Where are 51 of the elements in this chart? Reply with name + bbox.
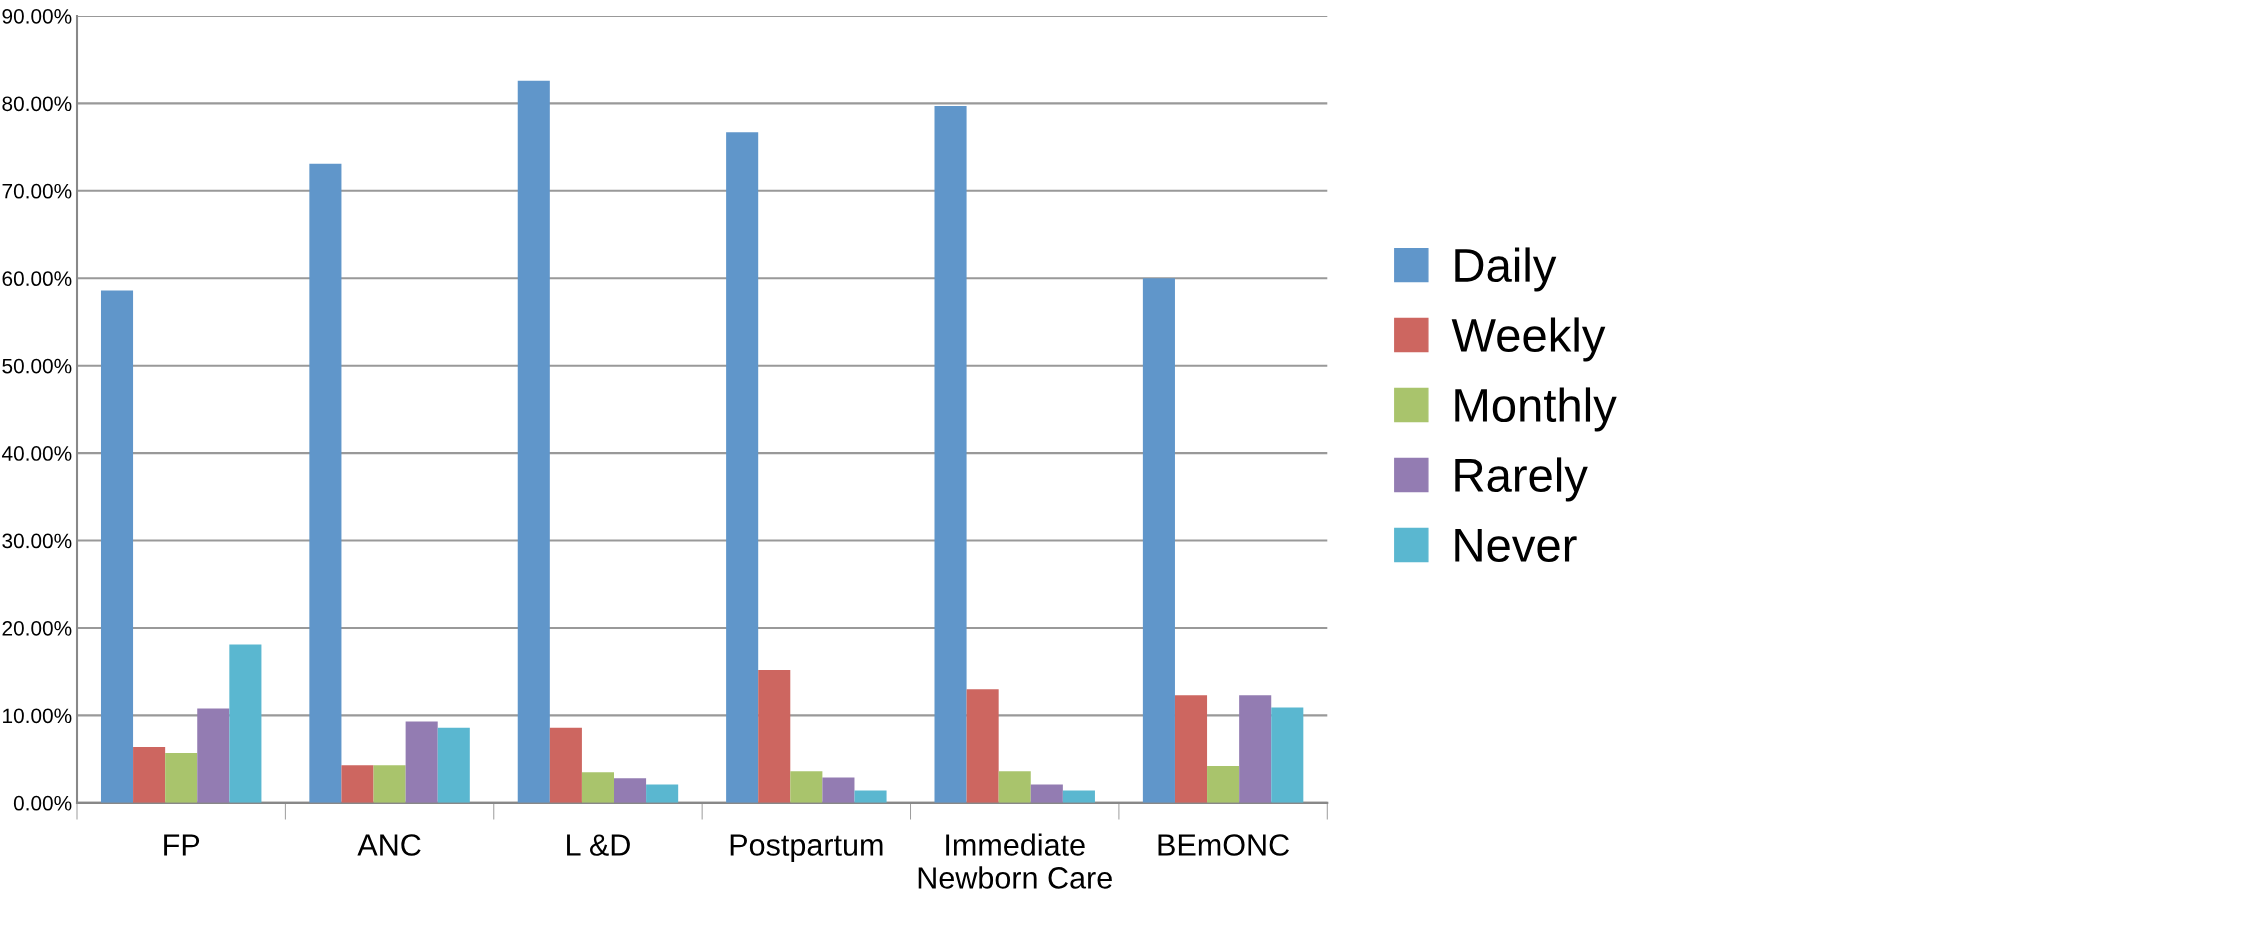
y-tick-label: 0.00% [13,795,72,811]
legend-label: Daily [1455,247,1557,292]
y-tick-label: 60.00% [2,271,72,287]
bar [998,771,1031,803]
y-tick-label: 70.00% [2,183,72,199]
bar [549,727,582,803]
bar [100,290,134,803]
legend-label: Weekly [1451,317,1606,362]
x-tick-label: ANC [357,834,421,856]
legend-label: Monthly [1455,387,1617,432]
y-tick-label: 30.00% [2,533,72,549]
legend-label: Never [1455,529,1577,563]
bar [197,708,230,803]
y-tick-label: 20.00% [2,620,72,636]
bar [1030,784,1063,803]
x-tick-label: Immediate Newborn Care [918,833,1112,889]
bar [165,753,198,803]
x-tick-label: Postpartum [730,834,883,862]
bar [309,163,342,803]
x-tick-label: FP [164,834,200,856]
y-tick-label: 90.00% [2,8,72,24]
y-tick-label: 10.00% [3,708,72,724]
bar [581,772,615,803]
bar [1142,278,1175,803]
bar [966,689,999,803]
bar [1062,790,1095,803]
bar [790,771,823,803]
legend-label: Rarely [1455,457,1588,502]
bar [854,790,887,803]
bar [229,644,262,803]
bar [437,727,470,803]
bar [726,132,759,803]
bar [1174,695,1208,803]
bar [822,777,855,803]
x-tick-label: BEmONC [1158,834,1289,856]
bar [1271,707,1304,803]
bar [646,784,679,803]
y-tick-label: 50.00% [2,358,72,374]
bar [405,721,438,803]
x-tick-label: L &D [567,834,630,856]
bar [1207,766,1240,803]
bar [133,746,166,803]
bar [614,778,647,803]
y-tick-label: 80.00% [2,96,72,112]
bar [341,765,374,803]
bar [1239,695,1272,803]
bar [758,669,791,803]
bar [934,106,967,803]
y-tick-label: 40.00% [1,446,72,461]
bar [373,765,406,803]
bar [517,80,550,803]
